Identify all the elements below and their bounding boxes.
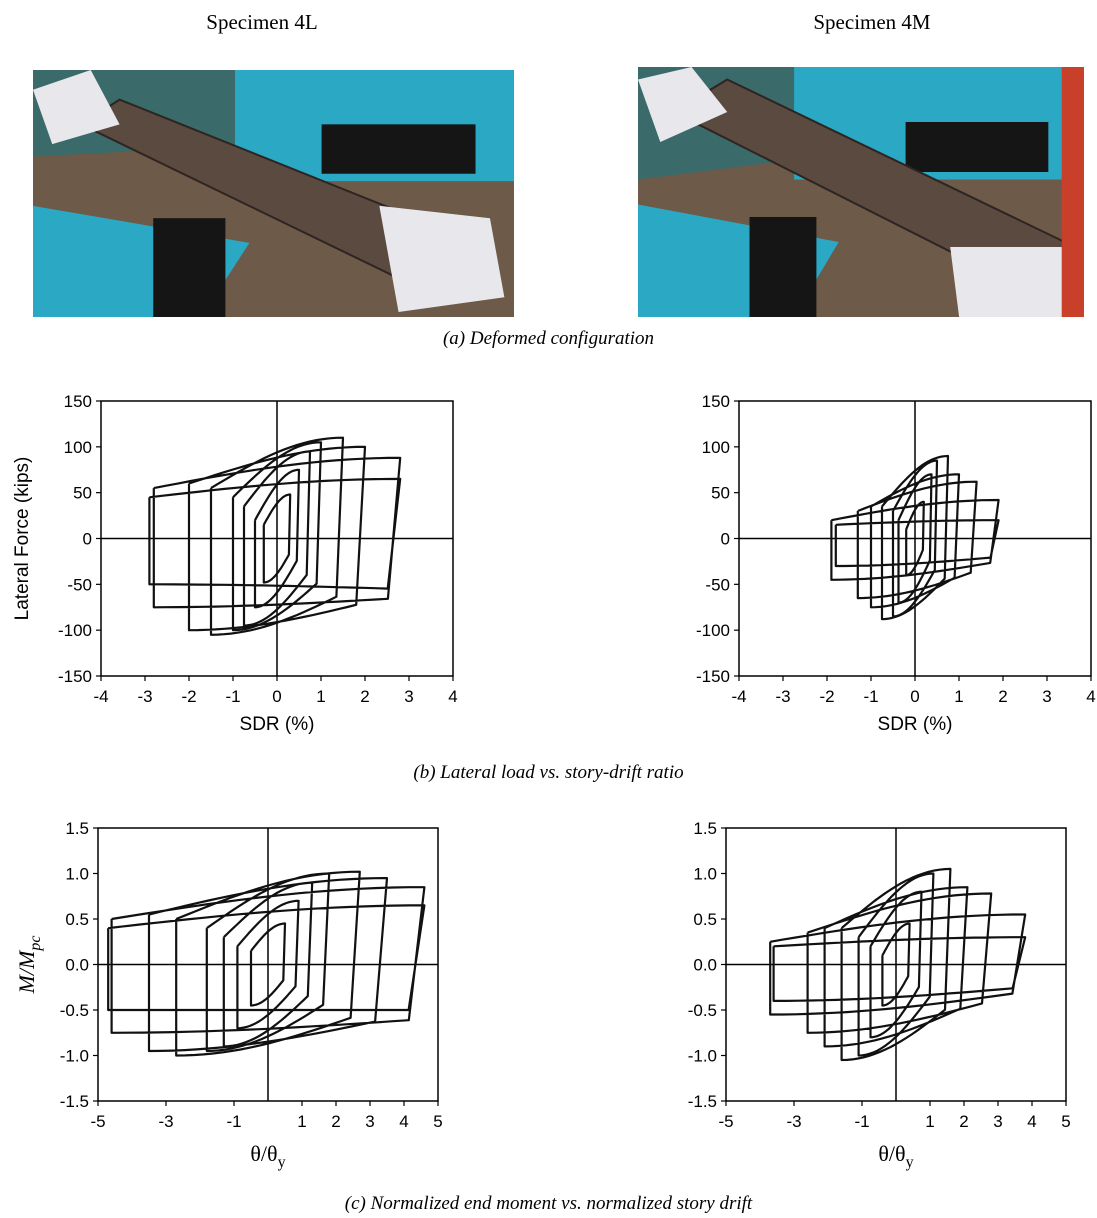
x-tick-label: 1 — [954, 687, 963, 706]
y-tick-label: -0.5 — [60, 1001, 89, 1020]
x-tick-label: -1 — [854, 1112, 869, 1131]
x-tick-label: 5 — [433, 1112, 442, 1131]
y-tick-label: 150 — [702, 392, 730, 411]
specimen-4m-title: Specimen 4M — [813, 10, 931, 34]
y-axis-label: Lateral Force (kips) — [12, 457, 33, 621]
x-tick-label: 0 — [272, 687, 281, 706]
x-axis-label: θ/θy — [878, 1141, 913, 1171]
photo-wrap-top — [638, 67, 728, 142]
caption-b: (b) Lateral load vs. story-drift ratio — [413, 762, 684, 783]
x-tick-label: 3 — [993, 1112, 1002, 1131]
y-tick-label: 1.0 — [693, 865, 717, 884]
hysteresis-curve — [769, 867, 1027, 1062]
x-tick-label: -5 — [90, 1112, 105, 1131]
caption-a: (a) Deformed configuration — [442, 328, 655, 349]
photo-specimen-4m — [638, 67, 1084, 317]
y-tick-label: -100 — [58, 621, 92, 640]
y-tick-label: -50 — [705, 575, 730, 594]
x-tick-label: 2 — [998, 687, 1007, 706]
x-tick-label: -3 — [775, 687, 790, 706]
x-tick-label: -2 — [181, 687, 196, 706]
specimen-4l-title: Specimen 4L — [206, 10, 318, 34]
photo-wrap-top — [33, 70, 120, 145]
x-tick-label: 3 — [404, 687, 413, 706]
y-tick-label: 0.5 — [65, 910, 89, 929]
y-tick-label: 50 — [711, 484, 730, 503]
x-tick-label: -1 — [225, 687, 240, 706]
y-tick-label: -0.5 — [688, 1001, 717, 1020]
y-tick-label: 0 — [83, 530, 92, 549]
y-tick-label: -1.0 — [688, 1047, 717, 1066]
y-tick-label: -1.0 — [60, 1047, 89, 1066]
x-tick-label: -3 — [786, 1112, 801, 1131]
y-tick-label: 1.5 — [65, 819, 89, 838]
y-tick-label: 50 — [73, 484, 92, 503]
x-tick-label: 0 — [910, 687, 919, 706]
y-tick-label: 0.0 — [693, 956, 717, 975]
y-tick-label: 100 — [64, 438, 92, 457]
y-tick-label: 0.0 — [65, 956, 89, 975]
photo-actuator — [321, 124, 476, 174]
x-tick-label: 2 — [360, 687, 369, 706]
photo-actuator-lower — [749, 217, 817, 317]
photo-actuator — [905, 122, 1049, 172]
x-tick-label: -2 — [819, 687, 834, 706]
y-tick-label: 0.5 — [693, 910, 717, 929]
caption-c: (c) Normalized end moment vs. normalized… — [344, 1193, 753, 1214]
y-tick-label: -150 — [58, 667, 92, 686]
y-tick-label: 1.0 — [65, 865, 89, 884]
photo-wrap-bottom — [379, 205, 505, 313]
hysteresis-curve — [830, 454, 1000, 621]
y-tick-label: -100 — [696, 621, 730, 640]
x-axis-label: SDR (%) — [240, 714, 315, 735]
x-tick-label: -4 — [731, 687, 746, 706]
chart-b-4l: -4 -3 -2 -1 0 1 2 3 4 150 100 50 0 -50 -100 -150 SDR (%)… — [0, 385, 470, 750]
hysteresis-curve — [107, 870, 426, 1057]
chart-b-4m: -4 -3 -2 -1 0 1 2 3 4 150 100 50 0 -50 -100 -150 SDR (%) — [640, 385, 1097, 750]
x-tick-label: 5 — [1061, 1112, 1070, 1131]
x-tick-label: 3 — [365, 1112, 374, 1131]
x-tick-label: 2 — [959, 1112, 968, 1131]
x-tick-label: 2 — [331, 1112, 340, 1131]
y-tick-label: 0 — [721, 530, 730, 549]
y-tick-label: 1.5 — [693, 819, 717, 838]
y-tick-label: -150 — [696, 667, 730, 686]
y-axis-label: M/Mpc — [14, 936, 44, 995]
photo-red-frame — [1061, 67, 1084, 317]
photo-specimen-4l — [33, 70, 514, 317]
chart-c-4l: -5 -3 -1 1 2 3 4 5 1.5 1.0 0.5 0.0 -0.5 -1.0 -1.5 θ/θy M… — [0, 815, 470, 1190]
x-tick-label: 1 — [316, 687, 325, 706]
y-tick-label: -50 — [67, 575, 92, 594]
x-tick-label: 4 — [399, 1112, 408, 1131]
photo-actuator-lower — [153, 218, 226, 317]
y-tick-label: 150 — [64, 392, 92, 411]
x-tick-label: 1 — [925, 1112, 934, 1131]
x-tick-label: -3 — [137, 687, 152, 706]
chart-c-4m: -5 -3 -1 1 2 3 4 5 1.5 1.0 0.5 0.0 -0.5 -1.0 -1.5 θ/θy — [640, 815, 1097, 1190]
x-axis-label: SDR (%) — [878, 714, 953, 735]
photo-wrap-bottom — [950, 247, 1084, 317]
x-tick-label: 3 — [1042, 687, 1051, 706]
x-tick-label: 4 — [448, 687, 457, 706]
y-tick-label: 100 — [702, 438, 730, 457]
x-tick-label: -3 — [158, 1112, 173, 1131]
x-tick-label: 1 — [297, 1112, 306, 1131]
x-tick-label: 4 — [1086, 687, 1095, 706]
x-tick-label: -4 — [93, 687, 108, 706]
hysteresis-curve — [148, 436, 402, 636]
y-tick-label: -1.5 — [60, 1092, 89, 1111]
x-tick-label: 4 — [1027, 1112, 1036, 1131]
y-tick-label: -1.5 — [688, 1092, 717, 1111]
x-tick-label: -1 — [863, 687, 878, 706]
x-tick-label: -1 — [226, 1112, 241, 1131]
x-axis-label: θ/θy — [250, 1141, 285, 1171]
x-tick-label: -5 — [718, 1112, 733, 1131]
